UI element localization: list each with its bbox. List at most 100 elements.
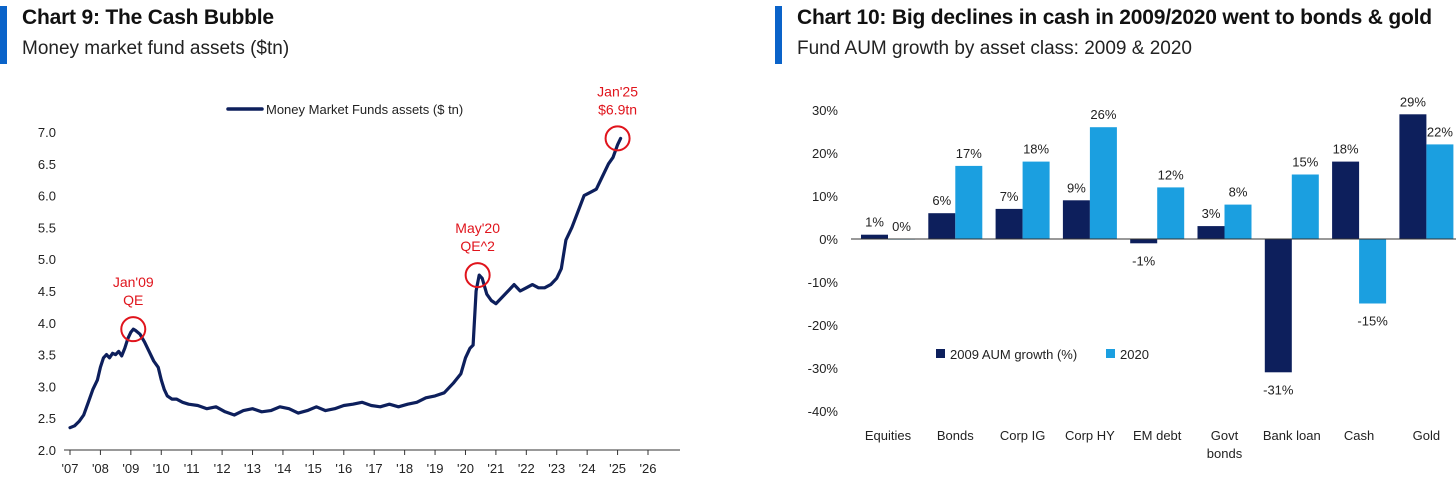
bar-data-label: 18% bbox=[1023, 142, 1049, 157]
x-tick-label: '13 bbox=[244, 461, 261, 476]
legend-label-2020: 2020 bbox=[1120, 347, 1149, 362]
category-label: bonds bbox=[1207, 446, 1243, 461]
aum-growth-bar-chart: 30% 20% 10% 0% -10% -20% -30% -40% 1% 0% Equities 6… bbox=[808, 94, 1456, 461]
bar-2009 bbox=[1130, 239, 1158, 244]
x-tick-label: '08 bbox=[92, 461, 109, 476]
annotation-label: QE bbox=[123, 292, 143, 308]
bar-2009 bbox=[861, 234, 888, 239]
bar-2020 bbox=[1359, 239, 1387, 304]
x-tick-label: '26 bbox=[640, 461, 657, 476]
x-tick-label: '12 bbox=[214, 461, 231, 476]
bar-data-label: 1% bbox=[865, 215, 884, 230]
x-tick-label: '18 bbox=[396, 461, 413, 476]
bar-2009 bbox=[1332, 161, 1360, 239]
bar-2020 bbox=[1426, 144, 1454, 239]
y-tick-label: 5.5 bbox=[38, 220, 56, 235]
y-tick-label: 30% bbox=[812, 103, 838, 118]
x-tick-label: '16 bbox=[335, 461, 352, 476]
category-label: Govt bbox=[1211, 428, 1239, 443]
x-tick-label: '15 bbox=[305, 461, 322, 476]
y-tick-label: 7.0 bbox=[38, 125, 56, 140]
category-label: Bank loan bbox=[1263, 428, 1321, 443]
bar-data-label: 22% bbox=[1427, 124, 1453, 139]
category-label: Bonds bbox=[937, 428, 974, 443]
bar-2020 bbox=[1022, 161, 1050, 239]
category-label: Equities bbox=[865, 428, 912, 443]
bar-data-label: 3% bbox=[1202, 206, 1221, 221]
x-tick-label: '22 bbox=[518, 461, 535, 476]
highlight-circle bbox=[604, 125, 631, 152]
y-tick-label: 10% bbox=[812, 189, 838, 204]
y-tick-label: 4.0 bbox=[38, 316, 56, 331]
y-tick-label: -10% bbox=[808, 275, 839, 290]
legend-label-2009: 2009 AUM growth (%) bbox=[950, 347, 1077, 362]
bar-2020 bbox=[1089, 127, 1117, 239]
highlight-circle bbox=[464, 262, 491, 289]
y-tick-label: 6.0 bbox=[38, 189, 56, 204]
legend-swatch-2020 bbox=[1106, 349, 1115, 358]
category-label: Gold bbox=[1413, 428, 1440, 443]
bar-data-label: -15% bbox=[1357, 314, 1388, 329]
bar-data-label: 6% bbox=[932, 193, 951, 208]
y-tick-label: 2.0 bbox=[38, 443, 56, 458]
y-tick-label: 3.0 bbox=[38, 379, 56, 394]
left-chart-panel: Chart 9: The Cash Bubble Money market fu… bbox=[0, 0, 700, 481]
bar-data-label: 29% bbox=[1400, 94, 1426, 109]
annotation-label: Jan'09 bbox=[113, 274, 154, 290]
bar-2009 bbox=[1062, 200, 1090, 239]
x-tick-label: '14 bbox=[274, 461, 291, 476]
bar-2009 bbox=[1197, 226, 1225, 239]
bar-data-label: 12% bbox=[1158, 167, 1184, 182]
y-tick-label: 5.0 bbox=[38, 252, 56, 267]
bar-data-label: 18% bbox=[1333, 142, 1359, 157]
bar-data-label: -1% bbox=[1132, 253, 1156, 268]
bar-data-label: 7% bbox=[1000, 189, 1019, 204]
right-accent-bar bbox=[775, 6, 782, 64]
annotation-label: Jan'25 bbox=[597, 83, 638, 99]
bar-2009 bbox=[1264, 239, 1292, 373]
x-tick-label: '21 bbox=[487, 461, 504, 476]
x-tick-label: '20 bbox=[457, 461, 474, 476]
x-tick-label: '19 bbox=[427, 461, 444, 476]
x-tick-label: '25 bbox=[609, 461, 626, 476]
left-chart-subtitle: Money market fund assets ($tn) bbox=[22, 38, 290, 59]
bar-2009 bbox=[995, 208, 1023, 239]
bar-data-label: 17% bbox=[956, 146, 982, 161]
x-tick-label: '11 bbox=[184, 461, 200, 476]
money-market-line-chart: 2.0 2.5 3.0 3.5 4.0 4.5 5.0 5.5 6.0 6.5 7.0 '07 '08 '… bbox=[38, 83, 680, 476]
y-tick-label: 0% bbox=[819, 232, 838, 247]
bar-data-label: -31% bbox=[1263, 382, 1294, 397]
y-tick-label: 2.5 bbox=[38, 411, 56, 426]
bar-2009 bbox=[1399, 114, 1427, 239]
y-tick-label: -30% bbox=[808, 361, 839, 376]
category-label: Corp IG bbox=[1000, 428, 1046, 443]
bar-2020 bbox=[1291, 174, 1319, 239]
right-chart-title: Chart 10: Big declines in cash in 2009/2… bbox=[797, 6, 1432, 29]
bar-2020 bbox=[1224, 204, 1252, 239]
annotation-label: $6.9tn bbox=[598, 101, 637, 117]
x-tick-label: '10 bbox=[153, 461, 170, 476]
right-chart-subtitle: Fund AUM growth by asset class: 2009 & 2… bbox=[797, 38, 1192, 59]
category-label: Cash bbox=[1344, 428, 1374, 443]
y-tick-label: -40% bbox=[808, 404, 839, 419]
money-market-series-line bbox=[68, 136, 623, 430]
bar-2020 bbox=[955, 165, 983, 239]
x-tick-label: '17 bbox=[366, 461, 383, 476]
y-tick-label: -20% bbox=[808, 318, 839, 333]
bar-data-label: 9% bbox=[1067, 180, 1086, 195]
y-tick-label: 3.5 bbox=[38, 348, 56, 363]
y-tick-label: 20% bbox=[812, 146, 838, 161]
bar-data-label: 8% bbox=[1229, 185, 1248, 200]
bar-2009 bbox=[928, 213, 956, 239]
x-tick-label: '23 bbox=[548, 461, 565, 476]
bar-data-label: 15% bbox=[1292, 155, 1318, 170]
x-tick-label: '07 bbox=[62, 461, 79, 476]
legend-swatch-2009 bbox=[936, 349, 945, 358]
bar-2020 bbox=[1157, 187, 1185, 239]
right-chart-panel: Chart 10: Big declines in cash in 2009/2… bbox=[775, 0, 1456, 481]
y-tick-label: 4.5 bbox=[38, 284, 56, 299]
legend-label: Money Market Funds assets ($ tn) bbox=[266, 102, 463, 117]
category-label: Corp HY bbox=[1065, 428, 1115, 443]
highlight-circle bbox=[120, 316, 147, 343]
category-label: EM debt bbox=[1133, 428, 1182, 443]
